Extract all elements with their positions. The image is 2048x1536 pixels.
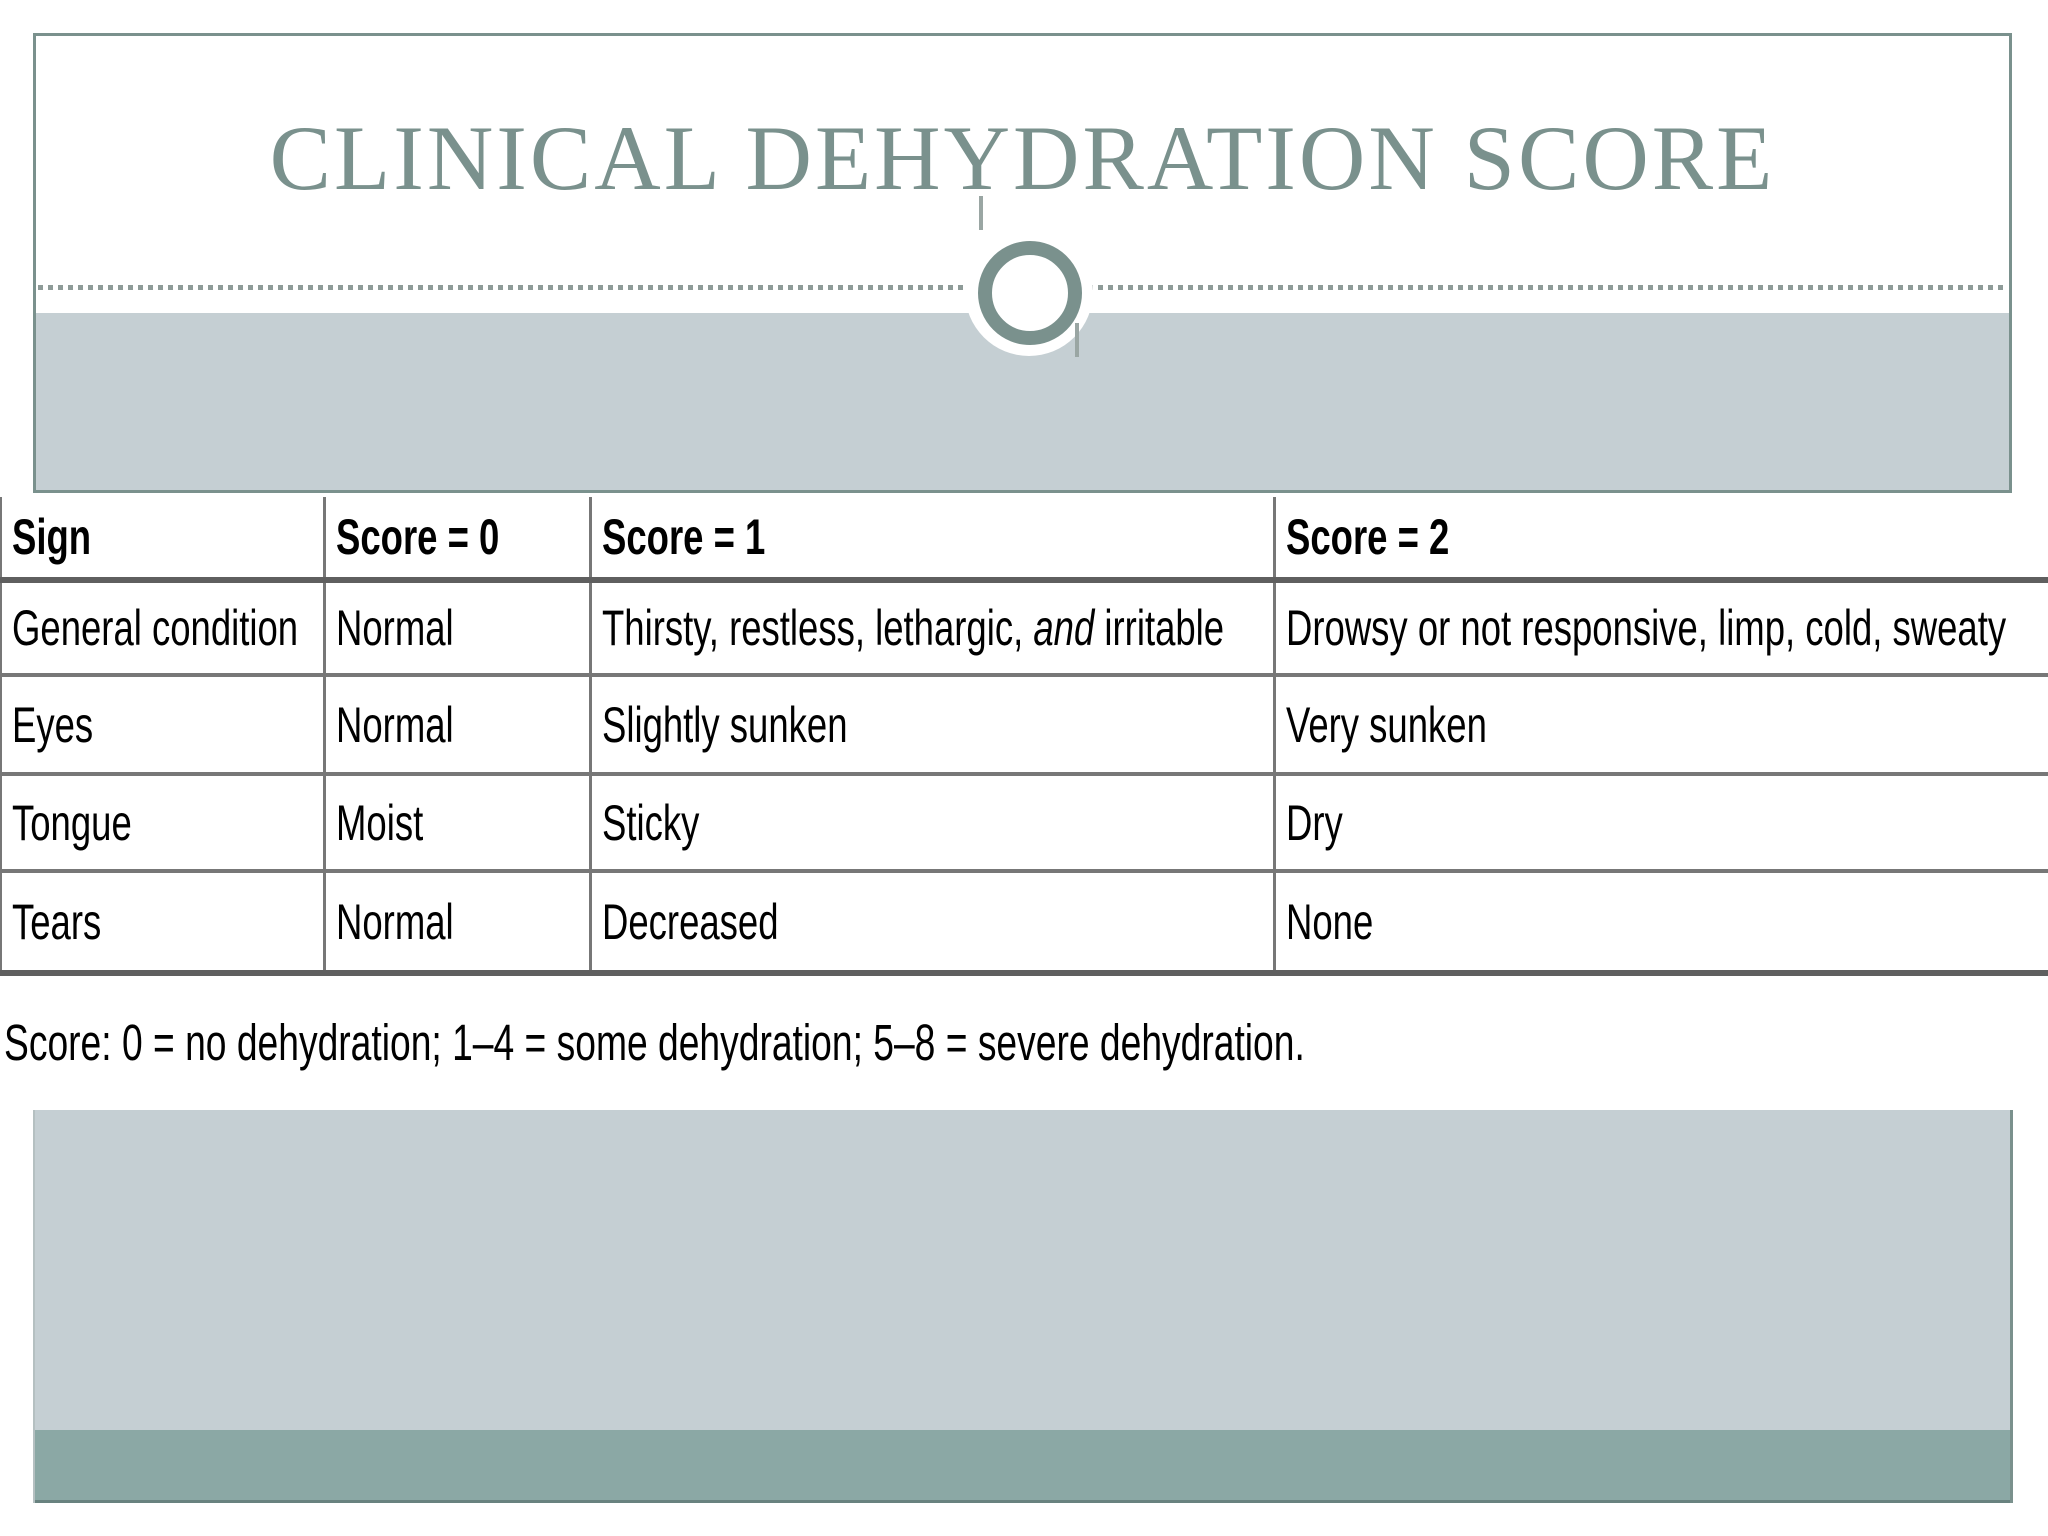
table-cell: Drowsy or not responsive, limp, cold, sw… <box>1274 580 2048 677</box>
table-cell: Slightly sunken <box>590 675 1276 776</box>
footer-bands <box>33 1110 2013 1503</box>
table-cell: Very sunken <box>1274 675 2048 776</box>
table-cell: Sticky <box>590 774 1276 873</box>
table-body: General condition Normal Thirsty, restless… <box>0 580 2048 976</box>
table-cell: Normal <box>324 675 592 776</box>
slide-title: CLINICAL DEHYDRATION SCORE <box>269 107 1776 209</box>
title-frame: CLINICAL DEHYDRATION SCORE <box>33 33 2012 493</box>
table-cell: None <box>1274 871 2048 976</box>
table-cell: Thirsty, restless, lethargic, and irrita… <box>590 580 1276 677</box>
circle-ornament-icon <box>978 241 1082 345</box>
table-cell: Tongue <box>0 774 326 873</box>
column-header: Score = 0 <box>324 497 592 583</box>
table-row: Tongue Moist Sticky Dry <box>0 774 2048 873</box>
ornament-tick-top <box>979 196 983 230</box>
table-cell: Normal <box>324 580 592 677</box>
table-cell: Dry <box>1274 774 2048 873</box>
ornament-tick-bottom <box>1075 323 1079 357</box>
score-legend: Score: 0 = no dehydration; 1–4 = some de… <box>4 1013 1786 1073</box>
table-cell: General condition <box>0 580 326 677</box>
table-header-row: Sign Score = 0 Score = 1 Score = 2 <box>0 497 2048 583</box>
table-cell: Moist <box>324 774 592 873</box>
dehydration-score-table: Sign Score = 0 Score = 1 Score = 2 General … <box>0 497 2048 976</box>
footer-band-dark <box>35 1430 2010 1503</box>
table-row: Eyes Normal Slightly sunken Very sunken <box>0 675 2048 776</box>
table-cell: Normal <box>324 871 592 976</box>
column-header: Score = 2 <box>1274 497 2048 583</box>
score-legend-text: Score: 0 = no dehydration; 1–4 = some de… <box>4 1014 1305 1071</box>
table-row: General condition Normal Thirsty, restless… <box>0 580 2048 677</box>
column-header: Sign <box>0 497 326 583</box>
table-cell: Decreased <box>590 871 1276 976</box>
table-cell: Tears <box>0 871 326 976</box>
footer-band-light <box>35 1110 2010 1430</box>
column-header: Score = 1 <box>590 497 1276 583</box>
table-cell: Eyes <box>0 675 326 776</box>
table-row: Tears Normal Decreased None <box>0 871 2048 976</box>
